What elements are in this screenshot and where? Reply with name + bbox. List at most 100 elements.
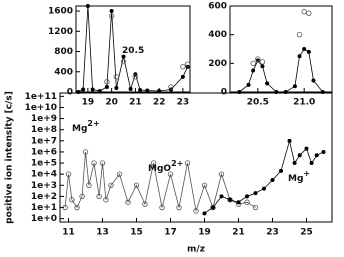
data-point bbox=[227, 197, 232, 202]
data-point bbox=[314, 153, 319, 158]
data-point bbox=[97, 88, 102, 93]
data-point bbox=[309, 161, 314, 166]
y-tick-label: 1e+3 bbox=[31, 181, 57, 191]
data-point bbox=[287, 138, 292, 143]
data-point bbox=[104, 79, 110, 85]
x-tick-label: 20.5 bbox=[247, 98, 269, 108]
x-tick-label: 23 bbox=[177, 98, 190, 108]
chart: 19 20 21 22 23 0 400 800 1200 1600 20.5 bbox=[48, 4, 191, 108]
annotation: Mg2+ bbox=[72, 119, 100, 134]
data-point bbox=[227, 197, 233, 203]
data-point bbox=[184, 61, 191, 67]
annotation-superscript: 2+ bbox=[171, 159, 183, 168]
x-tick-label: 23 bbox=[266, 228, 279, 238]
series-line bbox=[64, 151, 256, 212]
data-point bbox=[244, 194, 249, 199]
data-point bbox=[210, 204, 216, 211]
data-point bbox=[132, 74, 139, 80]
data-point bbox=[81, 87, 86, 92]
x-tick-label: 20 bbox=[105, 98, 118, 108]
data-point bbox=[311, 78, 316, 83]
data-point bbox=[260, 64, 265, 69]
data-point bbox=[128, 86, 133, 91]
annotation: Mg+ bbox=[288, 169, 310, 184]
x-tick-label: 22 bbox=[153, 98, 166, 108]
data-point bbox=[109, 9, 114, 14]
data-point bbox=[253, 191, 258, 196]
annotation: MgO2+ bbox=[148, 159, 183, 174]
data-point bbox=[133, 182, 140, 188]
y-tick-label: 0 bbox=[221, 88, 227, 98]
data-point bbox=[302, 47, 307, 52]
annotation-text: MgO bbox=[148, 164, 171, 174]
data-point bbox=[297, 54, 302, 59]
data-point bbox=[74, 204, 80, 211]
annotation-superscript: 2+ bbox=[87, 119, 99, 128]
data-point bbox=[121, 54, 126, 59]
y-tick-label: 1e+10 bbox=[25, 103, 57, 113]
data-point bbox=[184, 160, 191, 166]
y-tick-label: 1e+4 bbox=[31, 170, 57, 180]
data-point bbox=[320, 90, 325, 95]
data-point bbox=[278, 168, 283, 173]
data-point bbox=[79, 193, 85, 200]
data-point bbox=[283, 90, 288, 95]
x-tick-label: 19 bbox=[82, 98, 95, 108]
data-point bbox=[270, 177, 275, 182]
data-point bbox=[292, 84, 297, 89]
x-tick-label: 21 bbox=[129, 98, 142, 108]
y-tick-label: 1e+8 bbox=[31, 125, 57, 135]
data-point bbox=[259, 59, 266, 65]
y-tick-label: 1e+0 bbox=[31, 214, 57, 224]
y-axis-label: positive ion intensity [c/s] bbox=[5, 91, 15, 224]
chart: 11 13 15 17 19 21 23 25 1e+01e+11e+21e+31e+41e+5… bbox=[5, 91, 333, 255]
plot-frame bbox=[59, 92, 333, 223]
chart: 20.5 21.0 0 200 400 600 bbox=[208, 2, 333, 108]
data-point bbox=[301, 9, 307, 15]
data-point bbox=[90, 87, 95, 92]
annotation-superscript: + bbox=[303, 169, 310, 178]
data-point bbox=[218, 171, 225, 177]
annotation: 20.5 bbox=[122, 46, 144, 56]
y-tick-label: 1e+1 bbox=[31, 203, 57, 213]
data-point bbox=[297, 153, 302, 158]
y-tick-label: 600 bbox=[208, 2, 227, 12]
y-tick-label: 200 bbox=[208, 59, 227, 69]
data-point bbox=[108, 13, 115, 19]
data-point bbox=[116, 171, 123, 177]
data-point bbox=[145, 88, 150, 93]
plot-frame bbox=[229, 5, 333, 93]
data-point bbox=[321, 149, 326, 154]
data-point bbox=[65, 171, 72, 177]
y-tick-label: 1e+7 bbox=[31, 136, 57, 146]
data-point bbox=[157, 88, 162, 93]
x-tick-label: 19 bbox=[198, 228, 211, 238]
data-point bbox=[306, 10, 312, 16]
data-point bbox=[210, 205, 215, 210]
data-point bbox=[125, 199, 131, 205]
data-point bbox=[244, 199, 250, 205]
data-point bbox=[76, 90, 81, 95]
y-tick-label: 400 bbox=[54, 67, 73, 77]
data-point bbox=[113, 74, 120, 80]
data-point bbox=[251, 68, 256, 73]
x-axis-label: m/z bbox=[187, 245, 205, 255]
y-tick-label: 1e+2 bbox=[31, 192, 57, 202]
annotation-text: 20.5 bbox=[122, 46, 144, 56]
data-point bbox=[292, 161, 297, 166]
y-tick-label: 1e+9 bbox=[31, 114, 57, 124]
y-tick-label: 1200 bbox=[48, 27, 73, 37]
data-point bbox=[237, 90, 242, 95]
x-tick-label: 21 bbox=[232, 228, 245, 238]
data-point bbox=[104, 84, 109, 89]
data-point bbox=[193, 208, 199, 214]
data-point bbox=[236, 200, 241, 205]
data-point bbox=[180, 74, 185, 79]
data-point bbox=[167, 171, 174, 177]
data-point bbox=[265, 81, 270, 86]
data-point bbox=[86, 182, 92, 188]
x-tick-label: 25 bbox=[300, 228, 313, 238]
data-point bbox=[176, 204, 182, 211]
data-point bbox=[142, 201, 148, 207]
x-tick-label: 15 bbox=[130, 228, 143, 238]
